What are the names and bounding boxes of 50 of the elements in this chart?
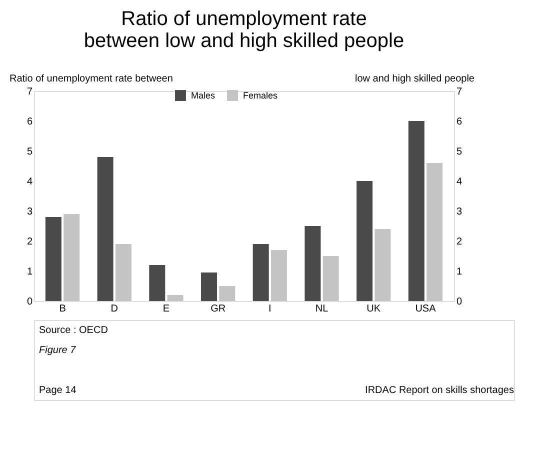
bar: [426, 163, 443, 301]
x-tick-label: I: [268, 304, 272, 314]
y2-tick-label: 0: [456, 296, 462, 308]
bar: [252, 244, 269, 301]
bar: [219, 286, 236, 301]
source-note: Source : OECD: [39, 325, 108, 336]
y-tick-label: 0: [26, 296, 33, 308]
y-tick-label: 7: [26, 86, 33, 98]
bar: [408, 121, 424, 301]
bar: [97, 157, 114, 301]
x-tick-label: UK: [366, 304, 381, 314]
y2-axis-title: low and high skilled people: [354, 74, 475, 84]
text: Page 14: [39, 385, 77, 396]
y-tick-label: 5: [26, 146, 33, 158]
y2-tick-label: 6: [456, 116, 462, 128]
x-tick-label: D: [110, 304, 118, 314]
x-tick-label: USA: [415, 304, 436, 314]
bar: [149, 265, 166, 301]
bar: [115, 244, 132, 301]
x-tick-label: GR: [210, 304, 226, 314]
bar: [45, 217, 62, 301]
bar: [304, 226, 321, 301]
bar: [271, 250, 287, 301]
text: Ratio of unemployment rate: [121, 8, 367, 30]
y-axis-title: Ratio of unemployment rate between: [10, 74, 173, 84]
x-tick-label: NL: [315, 304, 329, 314]
y-tick-label: 3: [26, 206, 33, 218]
x-tick-label: B: [59, 304, 66, 314]
y2-tick-label: 1: [456, 266, 462, 278]
text: IRDAC Report on skills shortages: [365, 385, 514, 396]
y2-tick-label: 2: [456, 236, 462, 248]
legend-label: Females: [243, 90, 278, 101]
y-tick-label: 4: [26, 176, 33, 188]
legend-label: Males: [191, 90, 216, 101]
caption: Figure 7: [39, 345, 76, 356]
x-tick-label: E: [162, 304, 170, 314]
bar: [201, 272, 217, 301]
bar: [356, 181, 373, 301]
bar: [64, 214, 80, 301]
bar: [374, 229, 391, 301]
y-tick-label: 1: [26, 266, 33, 278]
bar: [322, 256, 339, 301]
bar: [167, 295, 184, 301]
y-tick-label: 6: [26, 116, 33, 128]
text: between low and high skilled people: [84, 30, 404, 52]
y2-tick-label: 3: [456, 206, 462, 218]
y-tick-label: 2: [26, 236, 33, 248]
y2-tick-label: 5: [456, 146, 462, 158]
y2-tick-label: 4: [456, 176, 462, 188]
y2-tick-label: 7: [456, 86, 462, 98]
